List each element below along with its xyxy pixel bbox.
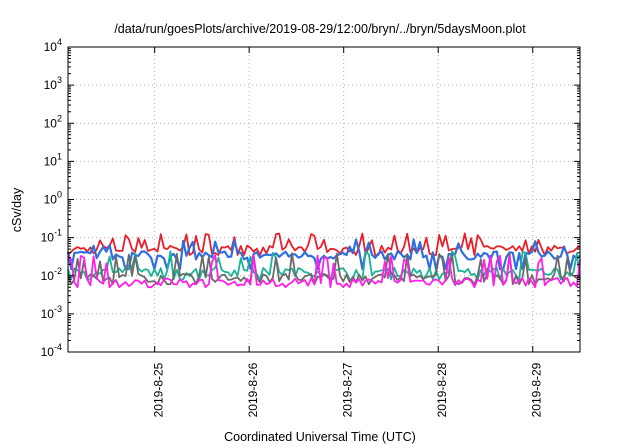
series-line-1 <box>66 238 581 271</box>
series-layer <box>66 232 581 289</box>
y-tick-label: 104 <box>44 37 62 54</box>
y-tick-label: 103 <box>44 75 62 92</box>
grid-lines <box>68 47 580 352</box>
x-tick-label: 2019-8-25 <box>152 362 166 417</box>
y-tick-label: 101 <box>44 151 62 168</box>
x-tick-label: 2019-8-28 <box>435 362 449 417</box>
chart-title: /data/run/goesPlots/archive/2019-08-29/1… <box>114 22 526 36</box>
y-tick-label: 100 <box>44 190 62 207</box>
series-line-0 <box>67 232 581 256</box>
axis-ticks: 10-4 10-3 10-2 10-1 100 101 102 103 104 2019-8-25… <box>41 37 580 417</box>
y-tick-label: 10-3 <box>41 304 62 321</box>
y-tick-label: 10-2 <box>41 266 62 283</box>
y-axis-label: cSv/day <box>10 187 24 233</box>
x-tick-label: 2019-8-26 <box>246 362 260 417</box>
x-axis-label: Coordinated Universal Time (UTC) <box>224 430 416 444</box>
y-tick-label: 102 <box>44 113 62 130</box>
y-tick-label: 10-1 <box>41 228 62 245</box>
x-tick-label: 2019-8-27 <box>341 362 355 417</box>
series-line-4 <box>67 254 581 289</box>
x-tick-label: 2019-8-29 <box>530 362 544 417</box>
y-tick-label: 10-4 <box>41 342 62 359</box>
